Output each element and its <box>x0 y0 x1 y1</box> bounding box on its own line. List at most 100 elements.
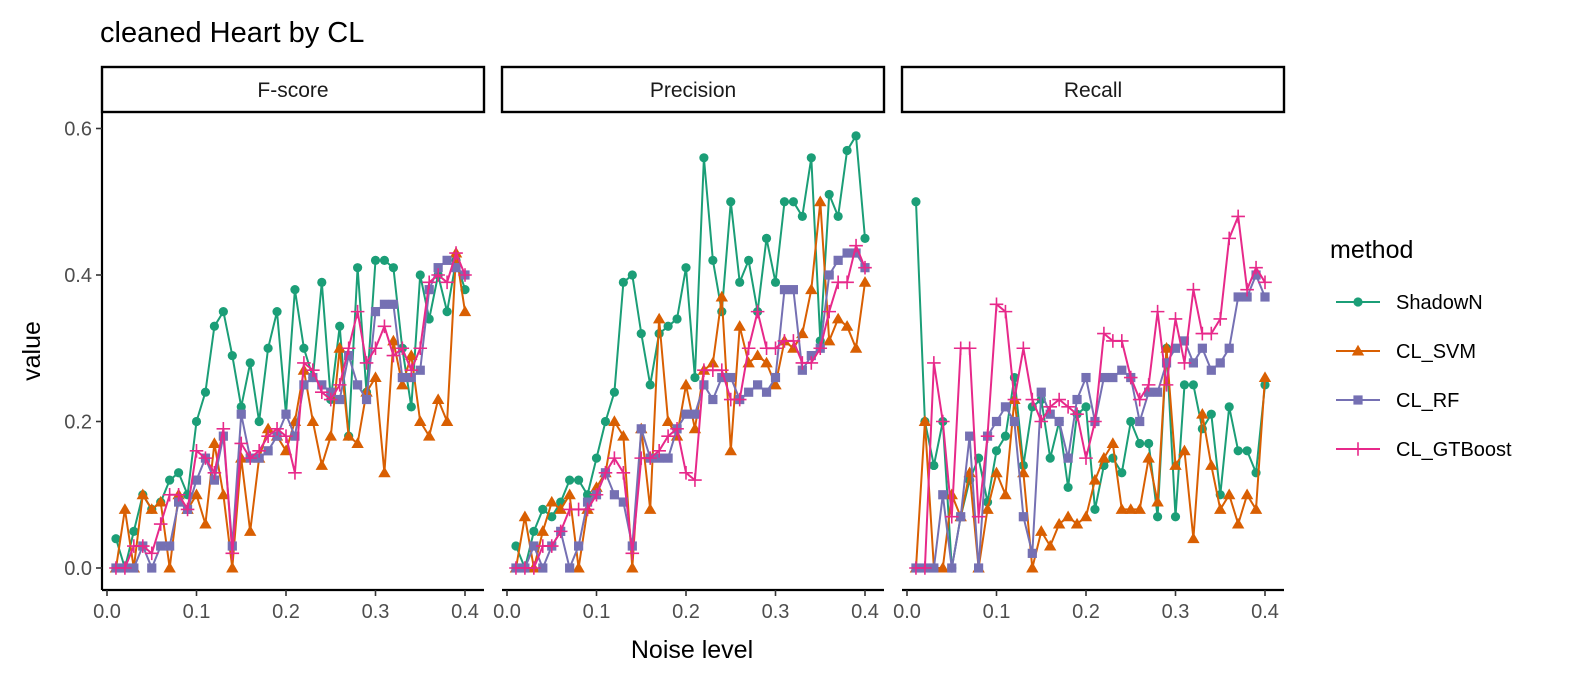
data-point <box>582 497 593 507</box>
data-point <box>936 414 950 429</box>
data-point <box>1043 400 1057 414</box>
data-point <box>1079 451 1093 465</box>
data-point <box>527 561 541 575</box>
data-point <box>1169 459 1182 470</box>
data-point <box>858 276 872 287</box>
data-point <box>690 409 700 419</box>
data-point <box>180 502 195 517</box>
data-point <box>944 509 959 524</box>
data-point <box>198 451 213 465</box>
data-point <box>344 350 354 361</box>
data-point <box>263 343 273 353</box>
data-point <box>1224 402 1234 412</box>
data-point <box>1223 488 1236 500</box>
data-point <box>335 321 345 331</box>
data-point <box>306 415 320 426</box>
legend-label: CL_RF <box>1396 390 1459 412</box>
data-point <box>947 563 957 573</box>
data-point <box>617 429 630 441</box>
data-point <box>1170 512 1181 522</box>
data-point <box>1196 407 1209 419</box>
data-point <box>227 350 237 361</box>
data-point <box>200 387 211 397</box>
data-point <box>654 453 664 463</box>
data-point <box>672 314 682 324</box>
data-point <box>797 211 807 221</box>
data-point <box>1150 304 1165 319</box>
facet-strip-label: Precision <box>650 79 736 102</box>
data-point <box>225 546 240 561</box>
data-point <box>111 534 121 544</box>
y-axis-title: value <box>18 321 46 381</box>
data-point <box>163 561 176 573</box>
data-point <box>1081 402 1091 412</box>
data-point <box>207 465 222 480</box>
data-point <box>663 453 673 463</box>
data-point <box>1135 438 1145 449</box>
data-point <box>652 312 666 324</box>
data-point <box>1161 358 1172 368</box>
data-point <box>929 563 939 573</box>
data-point <box>440 275 454 290</box>
series-line <box>916 274 1266 569</box>
data-point <box>609 387 620 397</box>
data-point <box>1097 451 1111 463</box>
y-tick-label: 0.0 <box>64 558 92 580</box>
data-point <box>1214 503 1227 514</box>
data-point <box>563 488 576 500</box>
data-point <box>518 510 532 522</box>
data-point <box>359 356 374 370</box>
data-point <box>351 437 364 448</box>
data-point <box>618 277 628 287</box>
data-point <box>189 444 204 458</box>
data-point <box>851 131 861 141</box>
legend-item-shadown: ShadowN <box>1336 292 1483 314</box>
data-point <box>422 275 436 290</box>
data-point <box>974 563 984 573</box>
data-point <box>833 255 843 265</box>
data-point <box>1052 517 1066 529</box>
data-point <box>458 305 472 317</box>
data-point <box>652 444 666 458</box>
data-point <box>627 270 637 280</box>
data-point <box>554 503 567 514</box>
x-tick-label: 0.3 <box>762 601 790 623</box>
data-point <box>1186 282 1201 297</box>
data-point <box>440 415 454 426</box>
data-point <box>715 290 728 302</box>
legend-key-marker <box>1353 297 1363 307</box>
data-point <box>918 415 932 426</box>
data-point <box>431 268 445 282</box>
data-point <box>1142 451 1155 463</box>
facet-panel-f-score: F-score 0.0 0.2 0.4 0.6 0.0 0.1 0.2 0.3 0.4 <box>64 65 486 623</box>
data-point <box>1072 394 1082 405</box>
data-point <box>326 387 336 397</box>
data-point <box>991 416 1002 427</box>
data-point <box>574 475 584 485</box>
data-point <box>388 263 398 273</box>
data-point <box>823 334 836 346</box>
data-point <box>245 358 255 368</box>
chart-title: cleaned Heart by CL <box>100 17 364 49</box>
x-tick-label: 0.1 <box>583 601 611 623</box>
legend-item-cl-svm: CL_SVM <box>1336 341 1476 363</box>
data-point <box>129 563 139 573</box>
data-point <box>840 275 854 290</box>
data-point <box>797 365 807 375</box>
data-point <box>1106 437 1120 448</box>
data-point <box>1159 378 1174 392</box>
data-point <box>165 475 175 485</box>
data-point <box>706 356 720 368</box>
data-point <box>1178 444 1191 456</box>
data-point <box>636 424 646 434</box>
data-point <box>261 429 275 443</box>
facet-panel-recall: Recall 0.0 0.1 0.2 0.3 0.4 <box>893 65 1286 623</box>
data-point <box>608 415 621 426</box>
data-point <box>609 490 619 500</box>
x-tick-label: 0.2 <box>1072 601 1100 623</box>
data-point <box>779 197 790 207</box>
data-point <box>788 285 798 295</box>
data-point <box>1153 512 1163 522</box>
data-point <box>616 465 631 480</box>
data-point <box>1177 356 1192 370</box>
